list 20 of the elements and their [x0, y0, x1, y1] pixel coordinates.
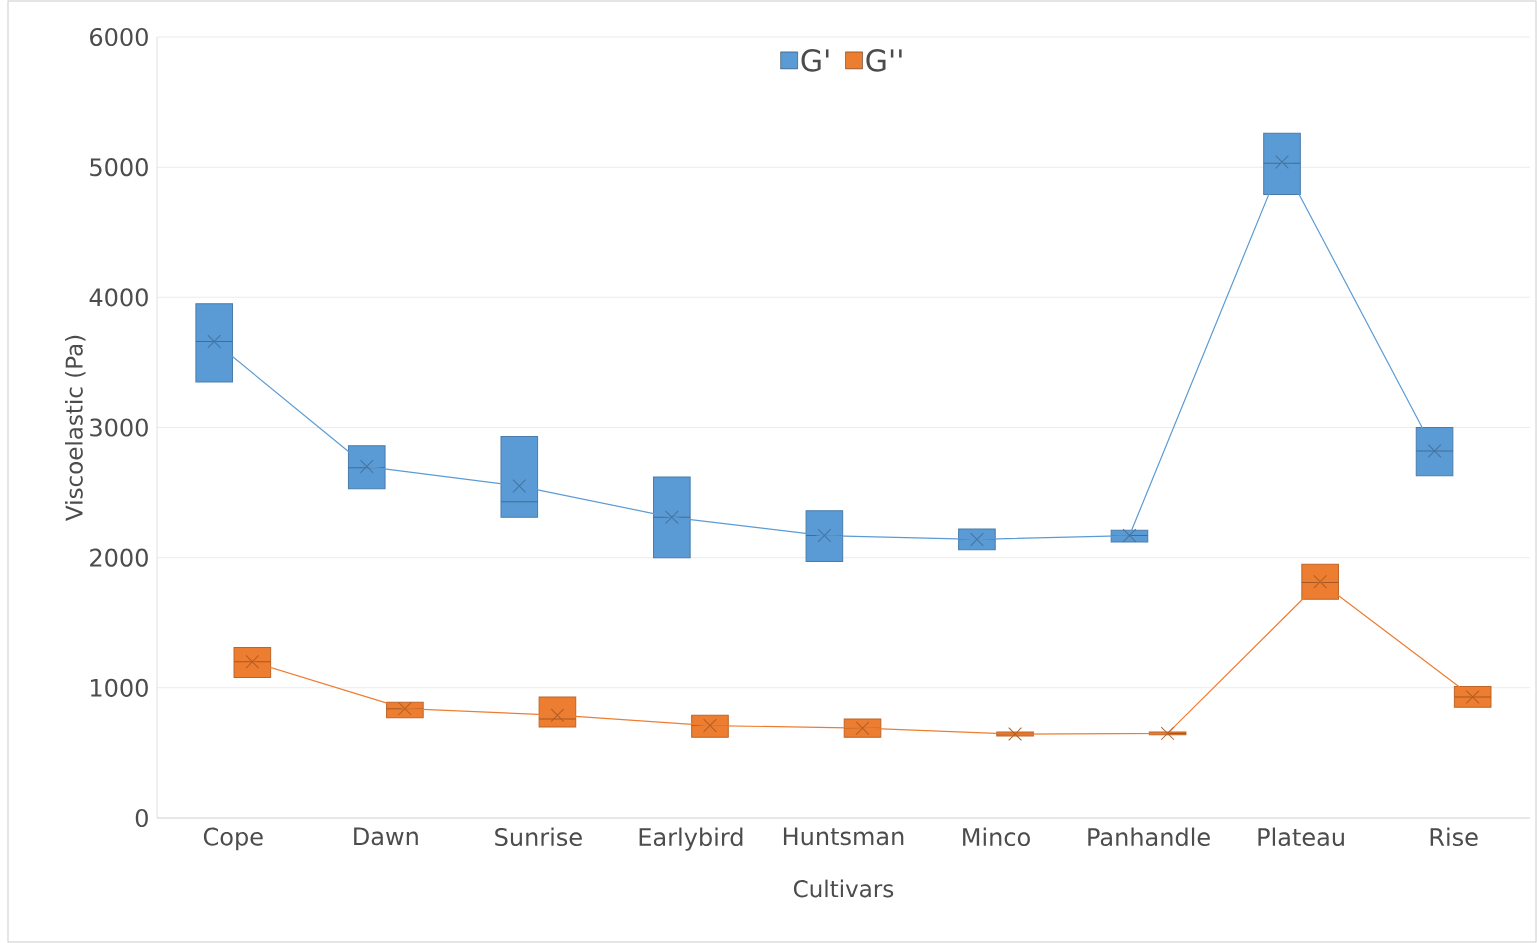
- y-tick-label: 3000: [90, 418, 148, 437]
- x-tick-label: Panhandle: [1088, 827, 1210, 847]
- x-tick-label: Plateau: [1258, 827, 1344, 847]
- y-tick-label: 1000: [91, 678, 148, 697]
- x-tick-label: Earlybird: [639, 827, 743, 851]
- y-tick-label: 0: [135, 808, 148, 828]
- y-tick-label: 5000: [90, 158, 148, 177]
- legend-label: G'': [866, 48, 902, 72]
- y-tick-label: 2000: [90, 548, 148, 567]
- x-axis-title: Cultivars: [793, 879, 894, 898]
- y-axis-title: Viscoelastic (Pa): [65, 335, 86, 521]
- legend-label: G': [801, 48, 829, 72]
- x-tick-label: Huntsman: [783, 827, 904, 846]
- y-tick-label: 4000: [89, 288, 148, 307]
- y-tick-label: 6000: [90, 27, 148, 47]
- x-tick-label: Cope: [203, 827, 263, 851]
- x-tick-label: Sunrise: [495, 827, 582, 847]
- x-tick-label: Rise: [1430, 827, 1478, 847]
- x-tick-label: Dawn: [354, 827, 418, 846]
- x-tick-label: Minco: [963, 827, 1030, 847]
